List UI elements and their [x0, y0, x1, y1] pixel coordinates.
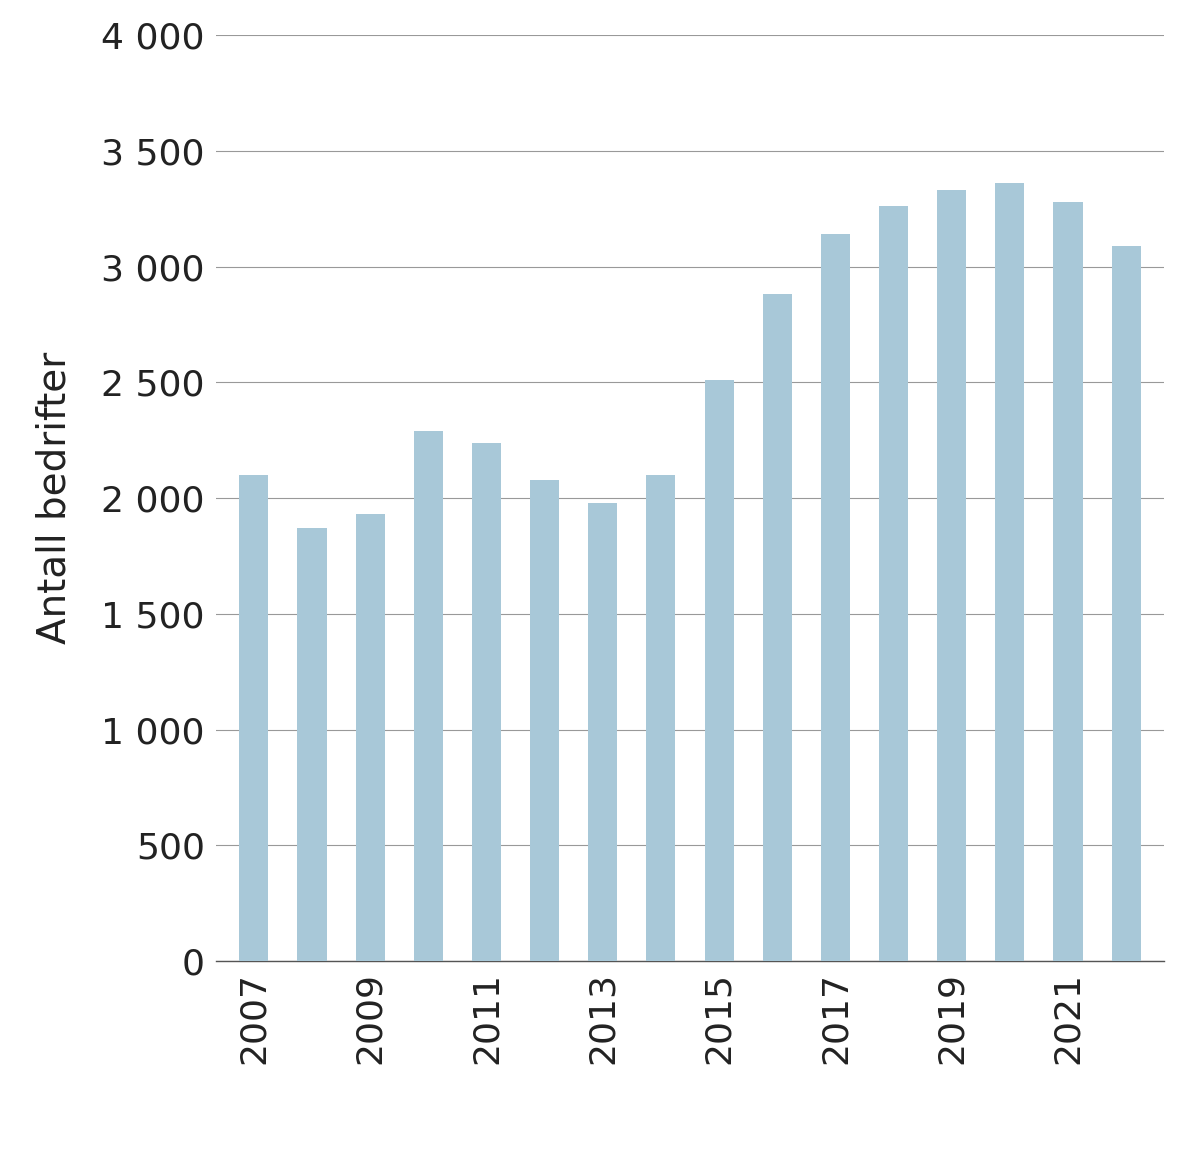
Bar [355, 515, 385, 961]
Bar [995, 183, 1025, 961]
Bar [530, 479, 559, 961]
Bar [588, 503, 617, 961]
Bar [1111, 246, 1141, 961]
Bar [880, 206, 908, 961]
Bar [704, 380, 733, 961]
Bar [414, 431, 443, 961]
Y-axis label: Antall bedrifter: Antall bedrifter [36, 352, 73, 645]
Bar [821, 234, 850, 961]
Bar [472, 443, 500, 961]
Bar [1054, 202, 1082, 961]
Bar [763, 294, 792, 961]
Bar [937, 190, 966, 961]
Bar [647, 475, 676, 961]
Bar [239, 475, 269, 961]
Bar [298, 529, 326, 961]
